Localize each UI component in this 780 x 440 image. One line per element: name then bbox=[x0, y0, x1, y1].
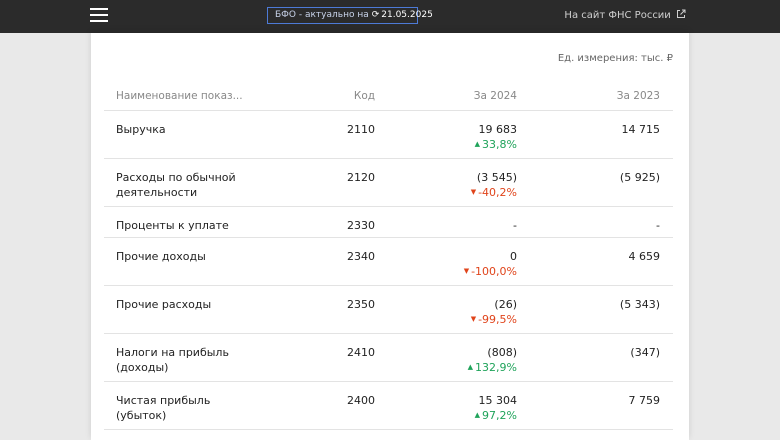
row-value-2024: (3 545) ▼ -40,2% bbox=[471, 170, 517, 200]
row-code: 2400 bbox=[347, 394, 375, 407]
row-value-2024: - bbox=[513, 218, 517, 233]
change-indicator: ▼ -40,2% bbox=[471, 185, 517, 200]
row-value-2024: 19 683 ▲ 33,8% bbox=[475, 122, 517, 152]
row-value-2024: (26) ▼ -99,5% bbox=[471, 297, 517, 327]
row-value-2023: (5 925) bbox=[619, 171, 660, 184]
row-name: Чистая прибыль (убыток) bbox=[116, 394, 211, 422]
external-link-icon bbox=[677, 9, 686, 18]
change-value: -40,2% bbox=[478, 186, 517, 199]
fns-site-link-label: На сайт ФНС России bbox=[564, 10, 671, 21]
row-code: 2340 bbox=[347, 250, 375, 263]
value-2024: (808) bbox=[487, 346, 517, 359]
table-row: Чистая прибыль (убыток) 2400 15 304 ▲ 97,2% 7… bbox=[104, 382, 673, 430]
column-header-name[interactable]: Наименование показ... bbox=[116, 90, 243, 102]
change-indicator: ▼ -100,0% bbox=[464, 264, 517, 279]
value-2024: (3 545) bbox=[476, 171, 517, 184]
row-name: Прочие доходы bbox=[116, 250, 206, 263]
value-2024: 15 304 bbox=[478, 394, 518, 407]
badge-prefix: БФО - актуально на bbox=[275, 10, 369, 20]
row-code: 2330 bbox=[347, 219, 375, 232]
row-value-2023: - bbox=[656, 219, 660, 232]
row-name: Выручка bbox=[116, 123, 166, 136]
table-row: Выручка 2110 19 683 ▲ 33,8% 14 715 bbox=[104, 111, 673, 159]
row-code: 2410 bbox=[347, 346, 375, 359]
change-value: -100,0% bbox=[471, 265, 517, 278]
top-bar: БФО - актуально на ⟳ 21.05.2025 На сайт ФН… bbox=[0, 0, 780, 33]
row-value-2023: 4 659 bbox=[628, 250, 661, 263]
value-2024: (26) bbox=[494, 298, 517, 311]
change-value: 33,8% bbox=[482, 138, 517, 151]
column-header-code: Код bbox=[353, 90, 375, 102]
row-value-2023: 14 715 bbox=[621, 123, 661, 136]
arrow-down-icon: ▼ bbox=[470, 315, 477, 323]
row-name: Расходы по обычной деятельности bbox=[116, 171, 236, 199]
value-2024: - bbox=[513, 219, 517, 232]
row-code: 2110 bbox=[347, 123, 375, 136]
row-name: Прочие расходы bbox=[116, 298, 212, 311]
row-value-2024: 15 304 ▲ 97,2% bbox=[475, 393, 517, 423]
fns-site-link[interactable]: На сайт ФНС России bbox=[564, 9, 686, 21]
arrow-up-icon: ▲ bbox=[467, 363, 474, 371]
row-value-2023: 7 759 bbox=[628, 394, 661, 407]
change-value: 132,9% bbox=[475, 361, 517, 374]
row-name: Налоги на прибыль (доходы) bbox=[116, 346, 229, 374]
arrow-down-icon: ▼ bbox=[470, 188, 477, 196]
sync-icon: ⟳ bbox=[371, 10, 380, 20]
units-label: Ед. измерения: тыс. ₽ bbox=[557, 53, 673, 64]
arrow-down-icon: ▼ bbox=[463, 267, 470, 275]
change-indicator: ▼ -99,5% bbox=[471, 312, 517, 327]
column-header-2024: За 2024 bbox=[473, 90, 517, 102]
change-indicator: ▲ 97,2% bbox=[475, 408, 517, 423]
row-name: Проценты к уплате bbox=[116, 219, 229, 232]
data-status-badge: БФО - актуально на ⟳ 21.05.2025 bbox=[267, 7, 433, 24]
change-value: 97,2% bbox=[482, 409, 517, 422]
table-row: Расходы по обычной деятельности 2120 (3 54… bbox=[104, 159, 673, 207]
change-indicator: ▲ 33,8% bbox=[475, 137, 517, 152]
table-row: Налоги на прибыль (доходы) 2410 (808) ▲ 132,… bbox=[104, 334, 673, 382]
row-code: 2120 bbox=[347, 171, 375, 184]
report-card: Ед. измерения: тыс. ₽ Наименование показ… bbox=[91, 33, 689, 440]
table-row: Прочие расходы 2350 (26) ▼ -99,5% (5 343) bbox=[104, 286, 673, 334]
value-2024: 19 683 bbox=[478, 123, 518, 136]
arrow-up-icon: ▲ bbox=[474, 140, 481, 148]
change-indicator: ▲ 132,9% bbox=[468, 360, 517, 375]
badge-date: 21.05.2025 bbox=[381, 10, 433, 20]
table-header: Наименование показ... Код За 2024 За 202… bbox=[104, 88, 673, 111]
table-row: Прочие доходы 2340 0 ▼ -100,0% 4 659 bbox=[104, 238, 673, 286]
row-value-2023: (347) bbox=[630, 346, 660, 359]
row-value-2024: (808) ▲ 132,9% bbox=[468, 345, 517, 375]
table-row: Проценты к уплате 2330 - - bbox=[104, 207, 673, 238]
column-header-2023: За 2023 bbox=[616, 90, 660, 102]
value-2024: 0 bbox=[510, 250, 517, 263]
change-value: -99,5% bbox=[478, 313, 517, 326]
row-value-2023: (5 343) bbox=[619, 298, 660, 311]
row-code: 2350 bbox=[347, 298, 375, 311]
arrow-up-icon: ▲ bbox=[474, 411, 481, 419]
row-value-2024: 0 ▼ -100,0% bbox=[464, 249, 517, 279]
menu-icon[interactable] bbox=[90, 8, 108, 23]
